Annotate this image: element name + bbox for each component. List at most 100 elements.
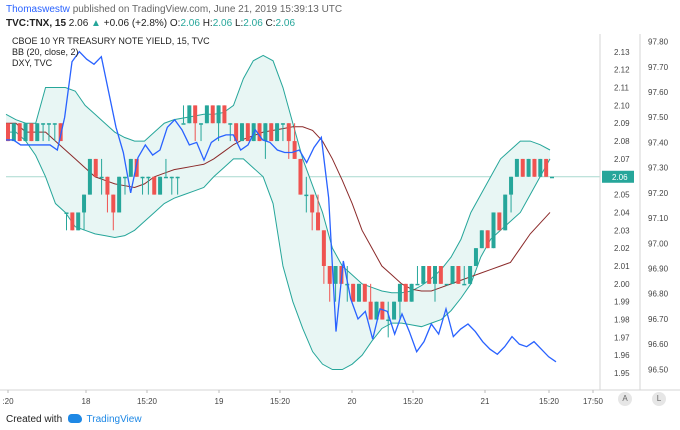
published-text: published on TradingView.com, June 21, 2… <box>72 4 343 15</box>
x-tick-label: 15:20 <box>403 397 424 406</box>
candle-body <box>239 123 244 142</box>
current-value-tag <box>602 170 634 183</box>
last-price: 2.06 <box>68 18 89 29</box>
candle-body <box>485 230 490 249</box>
tradingview-brand[interactable]: TradingView <box>86 414 142 425</box>
candle-body <box>17 123 22 142</box>
y-right-tick-label: 97.80 <box>648 38 669 47</box>
log-scale-button[interactable]: L <box>652 392 666 406</box>
y-left-tick-label: 2.04 <box>614 208 630 217</box>
candle-body <box>532 158 537 177</box>
y-left-tick-label: 2.02 <box>614 244 630 253</box>
candle-body <box>351 283 356 302</box>
created-with-text: Created with <box>6 414 63 425</box>
candle-body <box>82 194 87 213</box>
candle-body <box>11 123 16 142</box>
candle-body <box>479 230 484 249</box>
candle-body <box>538 158 543 177</box>
candle-body <box>468 266 473 284</box>
candle-body <box>514 158 519 177</box>
publish-info: Thomaswestw published on TradingView.com… <box>6 4 342 15</box>
x-tick-label: 17:50 <box>583 397 604 406</box>
candle-body <box>380 301 385 320</box>
y-right-tick-label: 97.50 <box>648 113 669 122</box>
candle-body <box>333 266 338 284</box>
y-right-tick-label: 96.60 <box>648 340 669 349</box>
ohlc-high-value: 2.06 <box>212 18 233 29</box>
y-left-tick-label: 2.05 <box>614 191 630 200</box>
candle-body <box>444 283 449 286</box>
candle-body <box>134 158 139 177</box>
y-left-tick-label: 1.95 <box>614 369 630 378</box>
candle-body <box>76 212 81 231</box>
price-chart[interactable]: 2.13 2.12 2.11 2.10 2.09 2.08 2.07 2.06 2.05 2.04… <box>0 28 680 410</box>
band-fill <box>6 55 550 370</box>
auto-scale-button[interactable]: A <box>618 392 632 406</box>
candle-body <box>181 123 186 125</box>
bollinger-bands <box>5 54 551 371</box>
dxy-line <box>6 50 557 363</box>
candle-body <box>415 283 420 286</box>
candle-body <box>52 123 57 125</box>
candle-body <box>462 283 467 286</box>
candles <box>6 105 554 338</box>
candle-body <box>275 123 280 142</box>
candle-body <box>23 123 28 142</box>
ohlc-low-label: L: <box>234 18 244 29</box>
candle-body <box>292 141 297 159</box>
candle-body <box>550 176 554 179</box>
candle-body <box>222 105 227 124</box>
candle-body <box>152 176 157 195</box>
candle-body <box>269 123 274 142</box>
y-right-tick-label: 96.50 <box>648 365 669 374</box>
y-right-tick-label: 97.40 <box>648 138 669 147</box>
candle-body <box>456 266 461 284</box>
y-left-tick-label: 2.07 <box>614 155 630 164</box>
candle-body <box>175 176 180 179</box>
chart-area[interactable]: 2.13 2.12 2.11 2.10 2.09 2.08 2.07 2.06 2.05 2.04… <box>0 28 680 410</box>
candle-body <box>58 123 63 142</box>
symbol-quote: TVC:TNX, 15 2.06 ▲ +0.06 (+2.8%) O:2.06 … <box>6 18 295 29</box>
candle-body <box>187 105 192 124</box>
ohlc-close-value: 2.06 <box>275 18 296 29</box>
ohlc-high-label: H: <box>202 18 213 29</box>
candle-body <box>128 158 133 177</box>
y-right-tick-label: 97.30 <box>648 164 669 173</box>
lower-band <box>6 131 551 371</box>
candle-body <box>210 105 215 124</box>
candle-body <box>421 266 426 284</box>
candle-body <box>228 123 233 125</box>
ohlc-close-label: C: <box>265 18 276 29</box>
author-link[interactable]: Thomaswestw <box>6 4 70 15</box>
candle-body <box>433 266 438 284</box>
candle-body <box>497 212 502 231</box>
y-left-tick-label: 2.08 <box>614 137 630 146</box>
candle-body <box>321 230 326 266</box>
ohlc-low-value: 2.06 <box>243 18 263 29</box>
y-right-tick-label: 96.70 <box>648 315 669 324</box>
y-left-tick-label: 1.96 <box>614 351 630 360</box>
candle-body <box>526 158 531 177</box>
y-left-tick-label: 1.97 <box>614 333 630 342</box>
current-value-label: 2.06 <box>612 173 628 182</box>
candle-body <box>158 176 163 195</box>
legend-bb: BB (20, close, 2) <box>12 47 79 57</box>
candle-body <box>111 194 116 213</box>
y-left-tick-label: 2.03 <box>614 226 630 235</box>
candle-body <box>327 266 332 284</box>
candle-body <box>362 283 367 302</box>
y-right-tick-label: 97.00 <box>648 239 669 248</box>
x-tick-label: 18 <box>82 397 91 406</box>
legend-dxy: DXY, TVC <box>12 58 53 68</box>
y-left-tick-label: 2.12 <box>614 66 630 75</box>
y-right-tick-label: 96.90 <box>648 265 669 274</box>
footer: Created with TradingView <box>6 414 142 425</box>
candle-body <box>169 176 174 179</box>
candle-body <box>41 123 46 125</box>
x-tick-label: 15:20 <box>270 397 291 406</box>
x-tick-label: 15:20 <box>539 397 560 406</box>
y-left-tick-label: 2.00 <box>614 280 630 289</box>
candle-body <box>386 319 391 322</box>
x-tick-label: 21 <box>481 397 490 406</box>
up-arrow-icon: ▲ <box>91 18 101 29</box>
